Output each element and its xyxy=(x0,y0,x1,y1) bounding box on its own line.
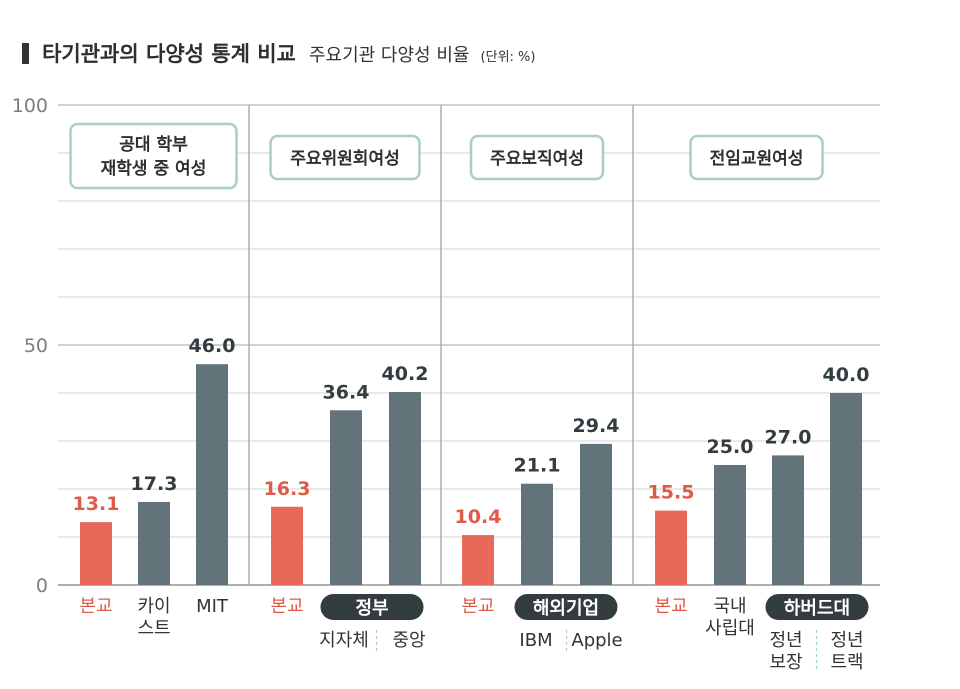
data-label: 15.5 xyxy=(648,482,695,504)
sub-category-label: 보장 xyxy=(769,652,802,673)
bar xyxy=(521,483,553,585)
category-pill xyxy=(320,594,424,620)
bar xyxy=(772,455,804,585)
chart-title: 타기관과의 다양성 통계 비교 xyxy=(42,42,296,66)
category-pill xyxy=(765,594,869,620)
category-label: 스트 xyxy=(137,618,170,639)
bar xyxy=(580,443,612,585)
sub-category-label: Apple xyxy=(571,630,622,651)
group-title-box xyxy=(69,122,238,190)
category-label: 사립대 xyxy=(705,618,755,639)
sub-category-label: 정년 xyxy=(830,630,863,651)
sub-category-label: 트랙 xyxy=(830,652,863,673)
group-title-label: 공대 학부 xyxy=(119,135,188,155)
y-tick-label: 100 xyxy=(12,95,48,117)
data-label: 29.4 xyxy=(573,415,620,437)
bar xyxy=(271,506,303,585)
bar xyxy=(389,392,421,585)
data-label: 17.3 xyxy=(131,473,178,495)
bar xyxy=(714,465,746,585)
data-label: 36.4 xyxy=(323,381,370,403)
bar xyxy=(830,393,862,585)
data-label: 40.2 xyxy=(382,363,429,385)
bar xyxy=(196,364,228,585)
group-title-box xyxy=(469,134,605,181)
chart-header: 타기관과의 다양성 통계 비교 주요기관 다양성 비율 (단위: %) xyxy=(22,38,535,68)
data-label: 27.0 xyxy=(765,426,812,448)
category-label: 카이 xyxy=(137,596,170,617)
category-label: 본교 xyxy=(79,596,112,617)
bar xyxy=(462,535,494,585)
category-pill-label: 정부 xyxy=(355,598,388,619)
sub-category-label: 정년 xyxy=(769,630,802,651)
data-label: 46.0 xyxy=(189,335,236,357)
title-marker xyxy=(22,43,29,64)
group-title-label: 주요보직여성 xyxy=(490,149,584,169)
category-pill xyxy=(514,594,618,620)
group-title-label: 주요위원회여성 xyxy=(290,149,399,169)
group-title-box xyxy=(689,134,824,181)
chart-unit: (단위: %) xyxy=(480,50,536,65)
data-label: 16.3 xyxy=(264,478,311,500)
category-label: MIT xyxy=(196,596,229,617)
bar xyxy=(655,510,687,585)
y-tick-label: 50 xyxy=(24,335,48,357)
group-title-label: 전임교원여성 xyxy=(710,148,804,169)
sub-category-label: IBM xyxy=(519,630,552,651)
sub-category-label: 지자체 xyxy=(319,630,369,651)
bar xyxy=(330,410,362,585)
data-label: 40.0 xyxy=(823,364,870,386)
sub-category-label: 중앙 xyxy=(392,630,425,651)
group-title-box xyxy=(269,134,421,181)
category-label: 본교 xyxy=(654,596,687,617)
data-label: 25.0 xyxy=(707,436,754,458)
category-label: 국내 xyxy=(713,596,746,617)
category-pill-label: 하버드대 xyxy=(784,598,850,619)
data-label: 21.1 xyxy=(514,455,561,477)
category-label: 본교 xyxy=(270,596,303,617)
data-label: 10.4 xyxy=(455,506,502,528)
y-tick-label: 0 xyxy=(36,575,48,597)
group-title-label: 재학생 중 여성 xyxy=(101,159,207,179)
category-pill-label: 해외기업 xyxy=(533,598,599,619)
category-label: 본교 xyxy=(461,596,494,617)
bar xyxy=(138,501,170,585)
bar xyxy=(80,522,112,585)
data-label: 13.1 xyxy=(73,493,120,515)
chart-subtitle: 주요기관 다양성 비율 xyxy=(308,45,470,66)
